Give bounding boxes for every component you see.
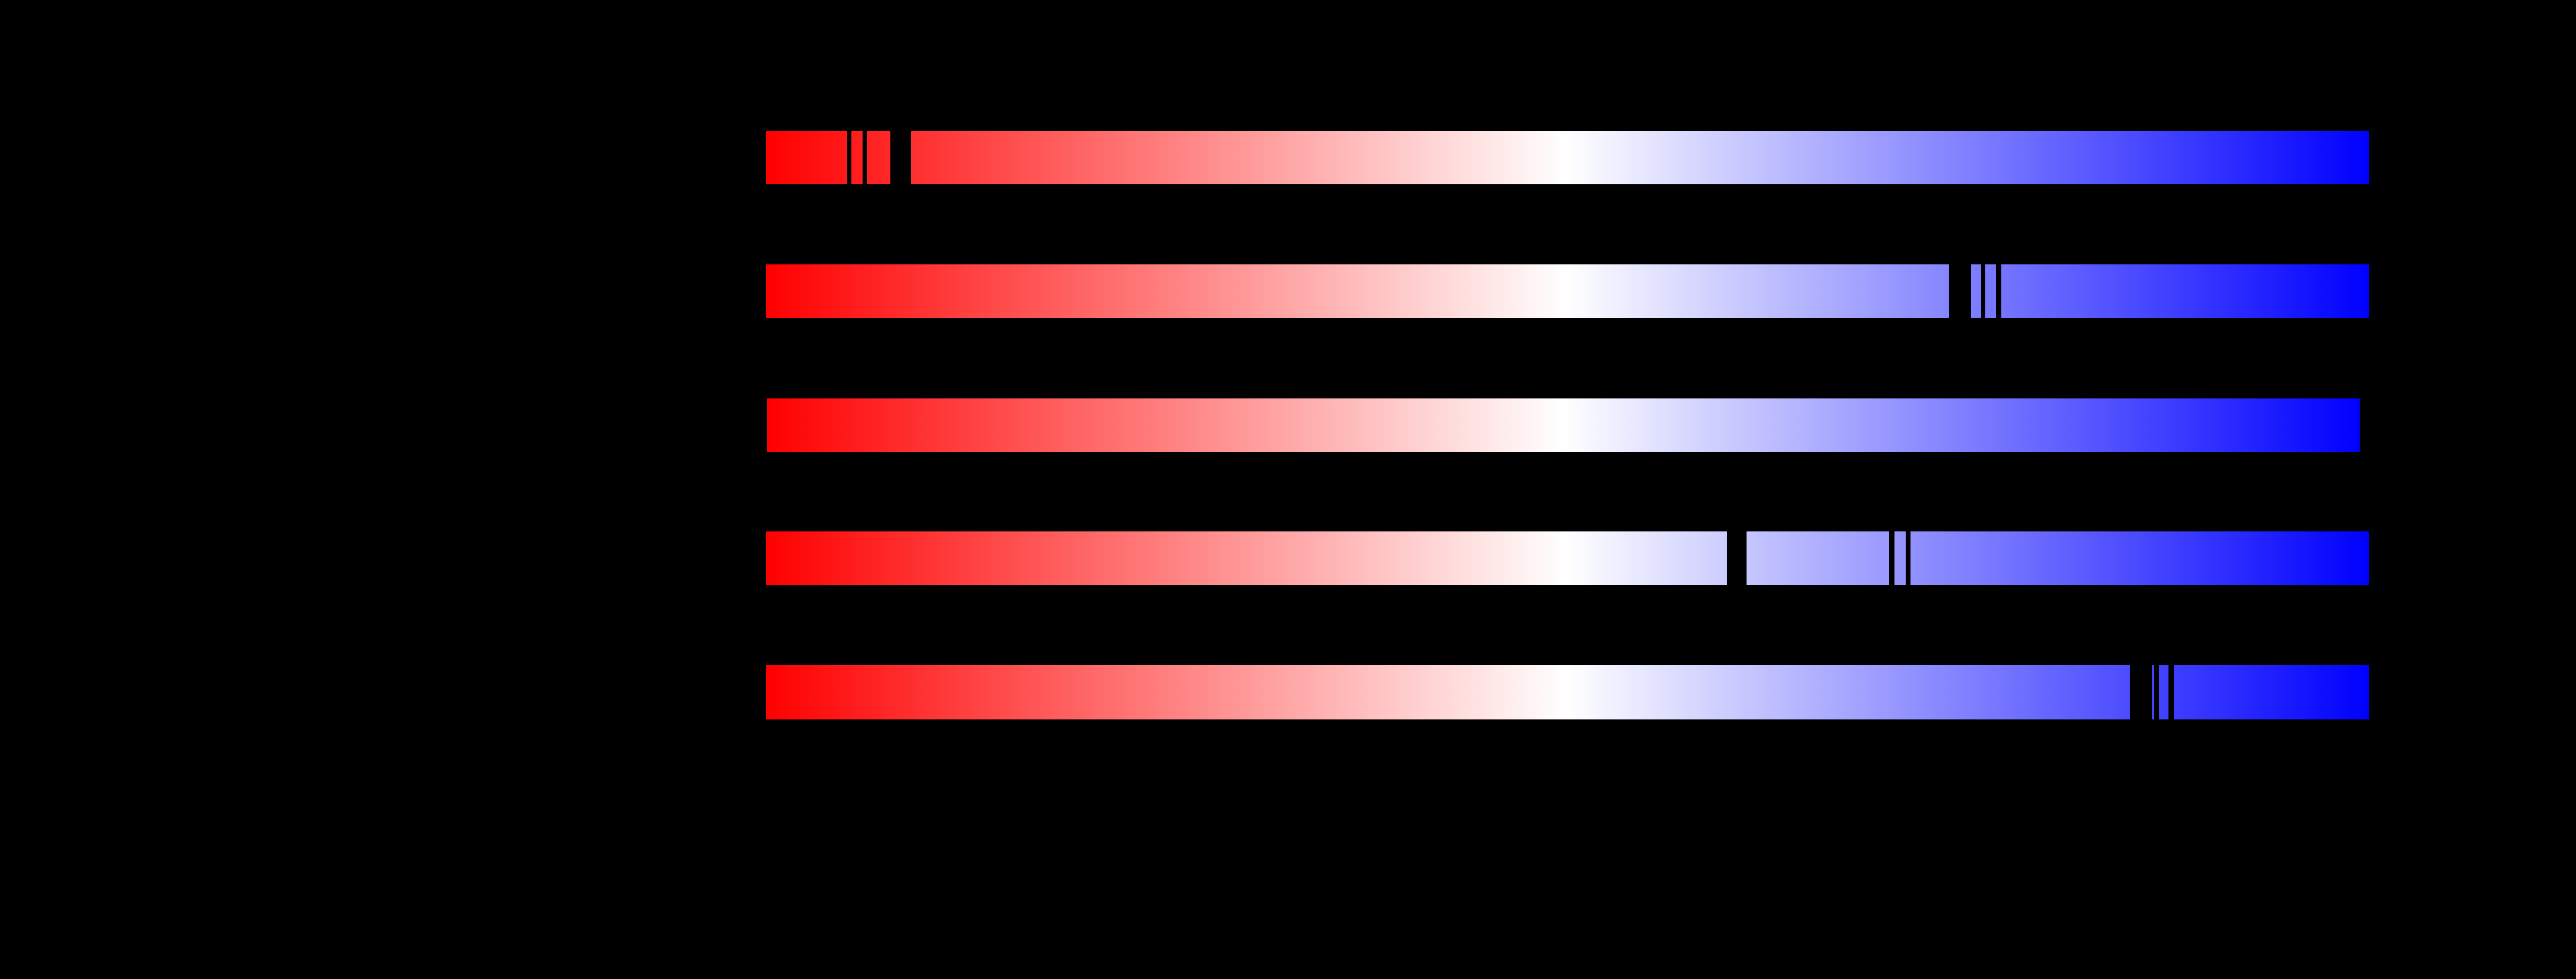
gradient-bar-row-3	[767, 398, 2360, 452]
gradient-bar-row-2	[766, 264, 2369, 318]
tick-mark-row-2	[1981, 264, 1985, 318]
tick-mark-row-1	[863, 131, 867, 184]
tick-mark-row-5	[2168, 665, 2174, 719]
gradient-bar-row-4	[766, 531, 2369, 585]
tick-mark-row-5	[2154, 665, 2159, 719]
tick-mark-row-4	[1727, 531, 1747, 585]
gradient-bar-row-5	[766, 665, 2369, 719]
tick-mark-row-1	[890, 131, 911, 184]
tick-mark-row-5	[2130, 665, 2152, 719]
tick-mark-row-4	[1906, 531, 1911, 585]
tick-mark-row-1	[847, 131, 851, 184]
tick-mark-row-2	[1996, 264, 2001, 318]
tick-mark-row-4	[1889, 531, 1894, 585]
gradient-bar-row-1	[766, 131, 2369, 184]
tick-mark-row-2	[1949, 264, 1971, 318]
